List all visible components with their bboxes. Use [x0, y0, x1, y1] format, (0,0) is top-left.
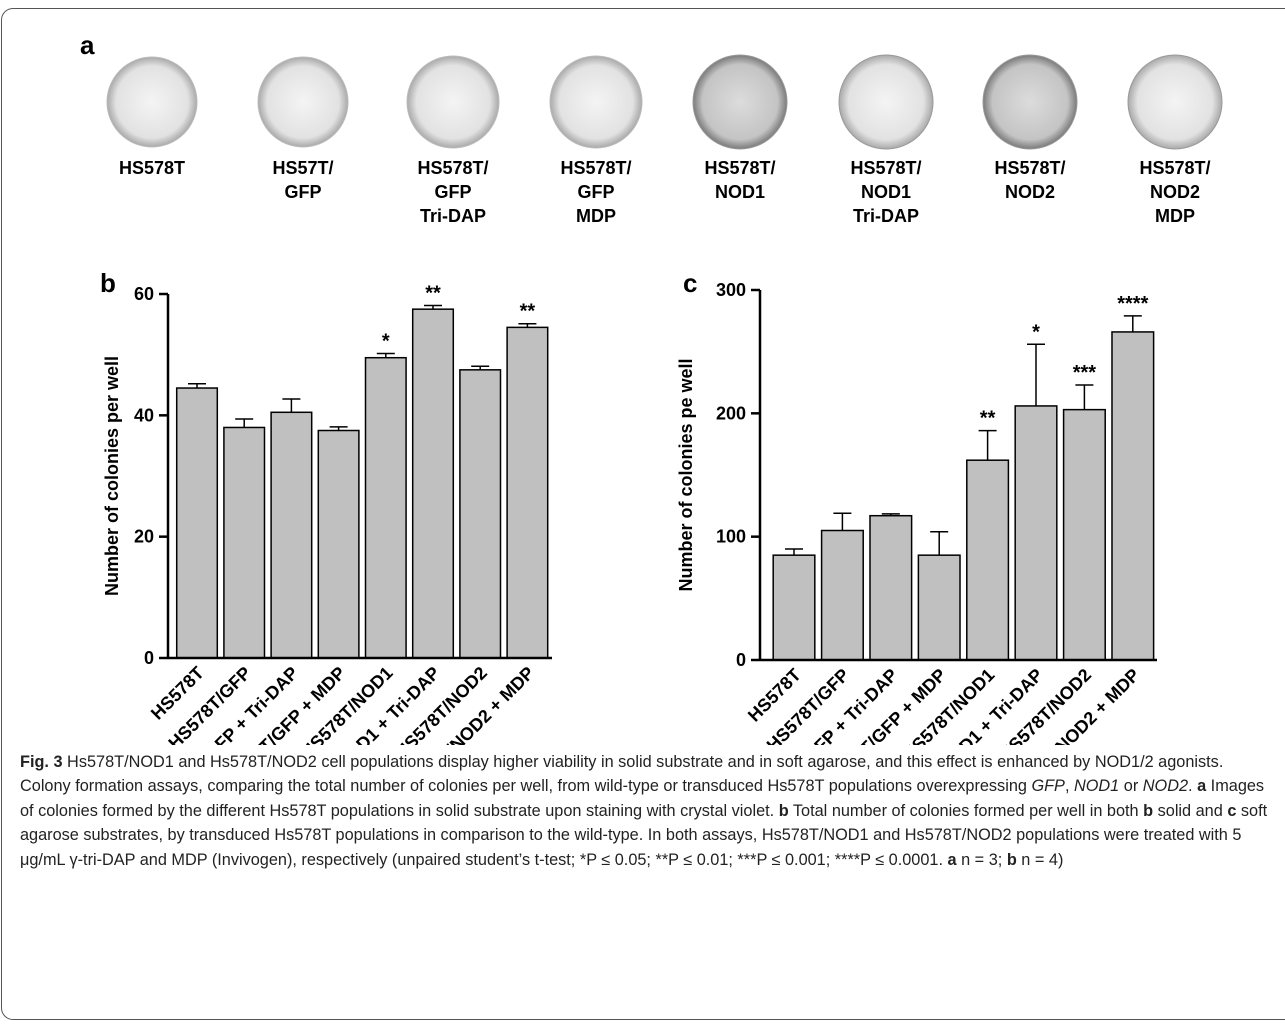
- plate-label: MDP: [1155, 206, 1195, 226]
- y-tick-label: 0: [736, 650, 746, 670]
- y-tick-label: 100: [716, 527, 746, 547]
- y-tick-label: 40: [134, 405, 154, 425]
- caption-gene: GFP: [1031, 777, 1064, 795]
- caption-panel: b: [779, 802, 789, 820]
- panel-letter: a: [80, 30, 95, 60]
- bar: [366, 358, 407, 658]
- plate-label: GFP: [577, 182, 614, 202]
- plate-label: MDP: [576, 206, 616, 226]
- caption-gene: NOD2: [1143, 777, 1188, 795]
- plate: [983, 55, 1077, 149]
- caption-gene: NOD1: [1074, 777, 1119, 795]
- bar: [1015, 406, 1057, 660]
- bar: [413, 309, 454, 658]
- plate-label: Tri-DAP: [853, 206, 919, 226]
- bar: [918, 555, 960, 660]
- bar: [967, 460, 1009, 660]
- plate-label: NOD1: [715, 182, 765, 202]
- caption-text: ,: [1065, 777, 1074, 795]
- error-bar: [833, 513, 851, 530]
- caption-text: .: [1188, 777, 1197, 795]
- error-bar: [785, 549, 803, 555]
- plate: [258, 57, 348, 147]
- caption-panel: a: [948, 851, 957, 869]
- plate: [839, 55, 933, 149]
- plate-images: [107, 55, 1222, 149]
- caption-text: n = 3;: [957, 851, 1007, 869]
- caption-text: or: [1119, 777, 1143, 795]
- caption-label: Fig. 3: [20, 753, 63, 771]
- plate-label: Tri-DAP: [420, 206, 486, 226]
- bar: [773, 555, 815, 660]
- plate: [407, 56, 499, 148]
- bar: [822, 531, 864, 661]
- plate-label: NOD1: [861, 182, 911, 202]
- figure: a HS578T HS57T/GFP HS578T/GFP Tri-DAP HS578T…: [0, 0, 1285, 745]
- error-bar: [1027, 344, 1045, 406]
- error-bar: [235, 419, 253, 427]
- significance: **: [425, 283, 441, 305]
- bar: [1064, 410, 1106, 660]
- panel-letter: b: [100, 268, 116, 298]
- plate: [550, 56, 642, 148]
- y-axis-label: Number of colonies per well: [102, 356, 122, 596]
- y-tick-label: 0: [144, 648, 154, 668]
- bar: [177, 388, 218, 658]
- bar: [507, 327, 548, 658]
- error-bar: [979, 431, 997, 461]
- error-bar: [1124, 316, 1142, 332]
- plate-label: HS578T/: [560, 158, 631, 178]
- bar: [1112, 332, 1154, 660]
- significance: *: [382, 330, 390, 352]
- plate-label: HS578T: [119, 158, 185, 178]
- y-tick-label: 300: [716, 280, 746, 300]
- plate-label: HS57T/: [272, 158, 333, 178]
- caption-panel: b: [1007, 851, 1017, 869]
- significance: *: [1032, 321, 1040, 343]
- plate-label: HS578T/: [704, 158, 775, 178]
- error-bar: [282, 399, 300, 412]
- plate-label: GFP: [434, 182, 471, 202]
- bar: [271, 412, 312, 658]
- bar: [870, 516, 912, 660]
- panel-letter: c: [683, 268, 697, 298]
- plate: [693, 55, 787, 149]
- significance: ***: [1073, 362, 1097, 384]
- bar: [460, 370, 501, 658]
- plate-label: HS578T/: [417, 158, 488, 178]
- error-bar: [1075, 385, 1093, 410]
- significance: **: [520, 301, 536, 323]
- plate-label: HS578T/: [850, 158, 921, 178]
- significance: ****: [1117, 293, 1148, 315]
- plate-label: NOD2: [1150, 182, 1200, 202]
- bar: [318, 431, 359, 659]
- caption-panel: a: [1197, 777, 1206, 795]
- y-axis-label: Number of colonies pe well: [676, 358, 696, 591]
- y-tick-label: 60: [134, 284, 154, 304]
- plate: [107, 57, 197, 147]
- caption-text: solid and: [1153, 802, 1227, 820]
- caption: Fig. 3 Hs578T/NOD1 and Hs578T/NOD2 cell …: [20, 750, 1272, 872]
- bar: [224, 427, 265, 658]
- caption-text: Total number of colonies formed per well…: [789, 802, 1143, 820]
- plate: [1128, 55, 1222, 149]
- caption-text: n = 4): [1017, 851, 1064, 869]
- plate-label: NOD2: [1005, 182, 1055, 202]
- y-tick-label: 200: [716, 403, 746, 423]
- error-bar: [930, 532, 948, 555]
- y-tick-label: 20: [134, 527, 154, 547]
- page: a HS578T HS57T/GFP HS578T/GFP Tri-DAP HS578T…: [0, 0, 1285, 1027]
- plate-label: HS578T/: [1139, 158, 1210, 178]
- caption-panel: b: [1143, 802, 1153, 820]
- plate-label: HS578T/: [994, 158, 1065, 178]
- significance: **: [980, 408, 996, 430]
- plate-label: GFP: [284, 182, 321, 202]
